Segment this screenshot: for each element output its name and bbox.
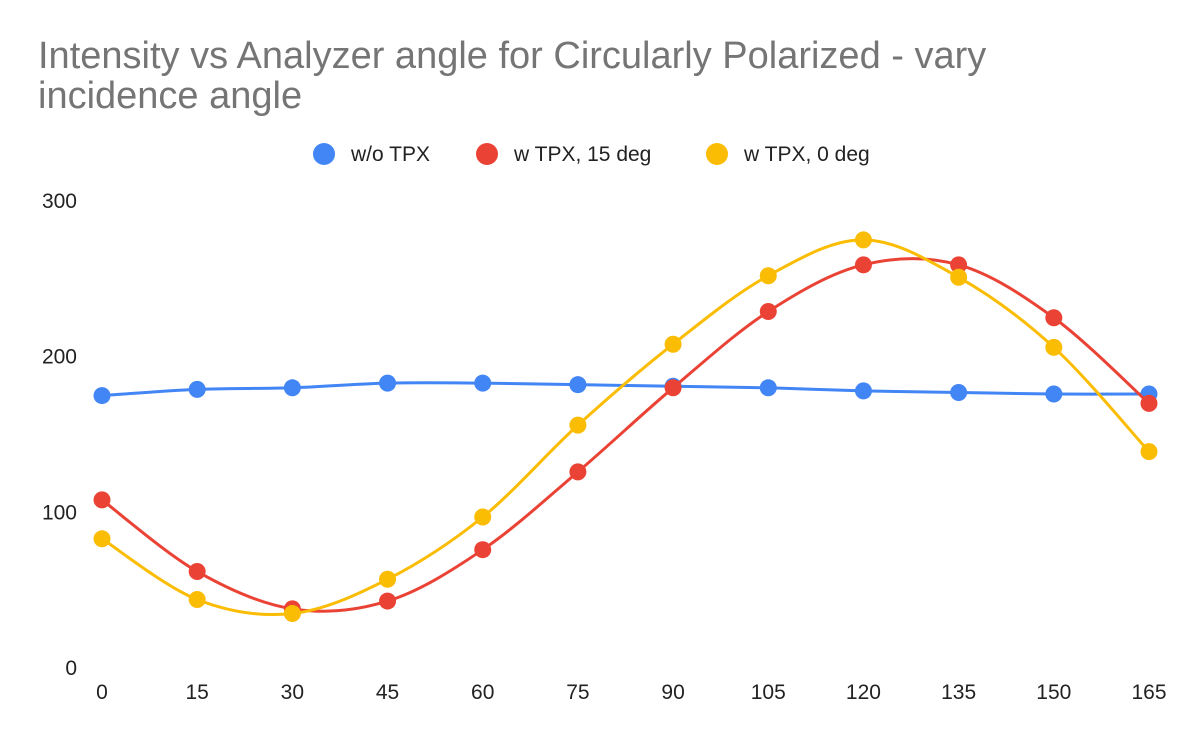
legend-label: w TPX, 15 deg bbox=[513, 143, 651, 166]
data-point bbox=[283, 379, 301, 397]
series-line bbox=[101, 381, 1150, 398]
data-point bbox=[569, 416, 587, 434]
data-point bbox=[1045, 338, 1063, 356]
series-line bbox=[101, 257, 1151, 613]
data-point bbox=[188, 591, 206, 609]
x-tick-label: 30 bbox=[281, 681, 304, 704]
data-point bbox=[759, 379, 777, 397]
y-tick-label: 200 bbox=[42, 346, 77, 369]
x-tick-label: 60 bbox=[471, 681, 494, 704]
data-point bbox=[854, 231, 872, 249]
x-tick-label: 45 bbox=[376, 681, 399, 704]
data-point bbox=[379, 374, 397, 392]
data-point bbox=[569, 463, 587, 481]
data-point bbox=[93, 387, 111, 405]
data-point bbox=[474, 508, 492, 526]
x-tick-label: 120 bbox=[846, 681, 881, 704]
data-point bbox=[950, 383, 968, 401]
data-point bbox=[664, 335, 682, 353]
legend-item: w/o TPX bbox=[313, 143, 430, 166]
legend-item: w TPX, 0 deg bbox=[706, 143, 870, 166]
x-tick-label: 135 bbox=[941, 681, 976, 704]
chart-title-line-1: Intensity vs Analyzer angle for Circular… bbox=[38, 35, 986, 77]
data-point bbox=[93, 491, 111, 509]
legend-label: w TPX, 0 deg bbox=[743, 143, 870, 166]
y-tick-label: 300 bbox=[42, 190, 77, 213]
data-point bbox=[854, 256, 872, 274]
legend-marker bbox=[706, 143, 728, 165]
series-line bbox=[101, 238, 1151, 617]
legend-marker bbox=[313, 143, 335, 165]
plot-area bbox=[93, 231, 1158, 623]
data-point bbox=[1045, 385, 1063, 403]
x-tick-label: 150 bbox=[1036, 681, 1071, 704]
data-point bbox=[474, 541, 492, 559]
series-2 bbox=[93, 256, 1158, 618]
y-axis: 0 100 200 300 bbox=[42, 190, 77, 680]
x-tick-label: 15 bbox=[186, 681, 209, 704]
data-point bbox=[283, 605, 301, 623]
data-point bbox=[569, 376, 587, 394]
legend-marker bbox=[476, 143, 498, 165]
data-point bbox=[93, 530, 111, 548]
y-tick-label: 100 bbox=[42, 501, 77, 524]
series-3 bbox=[93, 231, 1158, 623]
x-tick-label: 75 bbox=[566, 681, 589, 704]
x-tick-label: 0 bbox=[96, 681, 108, 704]
x-tick-label: 105 bbox=[751, 681, 786, 704]
x-axis: 0 15 30 45 60 75 90 105 120 135 150 165 bbox=[96, 681, 1166, 704]
data-point bbox=[759, 267, 777, 285]
data-point bbox=[950, 256, 968, 274]
data-point bbox=[379, 592, 397, 610]
data-point bbox=[474, 374, 492, 392]
data-point bbox=[188, 562, 206, 580]
data-point bbox=[854, 382, 872, 400]
data-point bbox=[379, 570, 397, 588]
data-point bbox=[664, 379, 682, 397]
legend: w/o TPX w TPX, 15 deg w TPX, 0 deg bbox=[313, 143, 870, 166]
y-tick-label: 0 bbox=[65, 657, 77, 680]
series-1 bbox=[93, 374, 1158, 405]
legend-item: w TPX, 15 deg bbox=[476, 143, 651, 166]
x-tick-label: 90 bbox=[661, 681, 684, 704]
data-point bbox=[188, 380, 206, 398]
data-point bbox=[1045, 309, 1063, 327]
chart-title-line-2: incidence angle bbox=[38, 75, 302, 117]
data-point bbox=[759, 303, 777, 321]
x-tick-label: 165 bbox=[1131, 681, 1166, 704]
data-point bbox=[1140, 394, 1158, 412]
legend-label: w/o TPX bbox=[350, 143, 430, 166]
data-point bbox=[950, 268, 968, 286]
data-point bbox=[1140, 443, 1158, 461]
